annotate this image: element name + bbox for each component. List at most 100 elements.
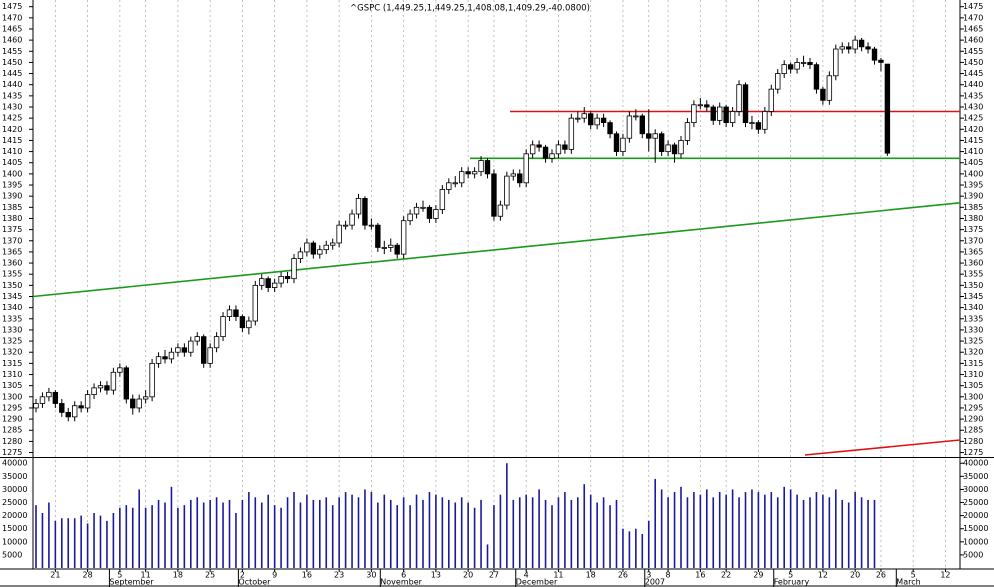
- candle-body: [884, 63, 891, 154]
- volume-bar: [835, 489, 837, 568]
- candle-body: [542, 146, 549, 159]
- volume-bar: [196, 497, 199, 568]
- y-tick-label: 1345: [963, 292, 983, 301]
- candle-body: [381, 247, 387, 249]
- candle-body: [168, 351, 175, 360]
- volume-bar: [596, 502, 598, 568]
- y-tick-label: 1435: [963, 91, 983, 100]
- volume-bar: [351, 494, 353, 568]
- y-tick-label: 1455: [963, 47, 983, 56]
- y-tick-label: 1395: [963, 181, 983, 190]
- y-tick-label: 1400: [2, 169, 22, 178]
- candle-body: [484, 160, 491, 175]
- volume-bar: [712, 497, 715, 568]
- candle-body: [336, 224, 342, 244]
- y-tick-label: 1365: [963, 247, 983, 256]
- y-tick-label: 1425: [2, 114, 22, 123]
- candle-body: [394, 244, 400, 255]
- x-tick-label: 27: [489, 571, 499, 580]
- volume-tick-label: 10000: [963, 537, 988, 546]
- volume-bar: [338, 497, 340, 568]
- y-tick-label: 1320: [963, 348, 983, 357]
- candle-body: [704, 104, 710, 108]
- candle-body: [349, 213, 355, 226]
- volume-bar: [570, 499, 573, 568]
- candle-body: [517, 173, 523, 184]
- x-tick-label: 21: [50, 571, 60, 580]
- volume-bar: [299, 502, 302, 568]
- x-tick-label: 4: [524, 571, 529, 580]
- volume-bar: [312, 499, 315, 568]
- volume-tick-label: 5000: [2, 550, 22, 559]
- y-tick-label: 1405: [2, 158, 22, 167]
- volume-bar: [776, 497, 779, 568]
- volume-bar: [99, 515, 102, 568]
- candle-body: [362, 198, 368, 226]
- volume-bar: [680, 486, 682, 568]
- y-tick-label: 1475: [963, 2, 983, 11]
- x-tick-label: 22: [721, 571, 731, 580]
- volume-bar: [422, 499, 424, 568]
- x-tick-label: 16: [302, 571, 312, 580]
- volume-bar: [73, 518, 76, 568]
- y-tick-label: 1330: [2, 325, 22, 334]
- candle-body: [323, 244, 329, 251]
- candle-body: [194, 336, 200, 342]
- candle-body: [233, 309, 239, 317]
- y-tick-label: 1355: [963, 270, 983, 279]
- y-tick-label: 1445: [963, 69, 983, 78]
- candle-body: [787, 64, 794, 70]
- volume-bar: [222, 502, 224, 568]
- month-label: 2007: [645, 578, 665, 587]
- candle-body: [723, 106, 729, 124]
- candle-body: [600, 117, 607, 124]
- candle-body: [833, 48, 839, 77]
- candle-body: [317, 249, 323, 255]
- candle-body: [123, 367, 129, 400]
- candle-body: [91, 387, 97, 395]
- candle-body: [200, 336, 207, 364]
- volume-bar: [770, 492, 773, 568]
- candle-body: [136, 398, 142, 409]
- month-label: March: [896, 578, 920, 587]
- volume-bar: [802, 499, 805, 568]
- candle-body: [478, 160, 484, 173]
- candle-body: [594, 117, 600, 126]
- candle-body: [710, 106, 716, 121]
- candle-body: [252, 284, 258, 322]
- volume-bar: [383, 494, 386, 568]
- volume-bar: [847, 502, 850, 568]
- x-tick-label: 12: [940, 571, 950, 580]
- volume-bar: [93, 513, 95, 568]
- volume-tick-label: 5000: [963, 550, 983, 559]
- volume-bar: [841, 499, 844, 568]
- candle-body: [388, 244, 394, 248]
- candle-body: [671, 144, 678, 155]
- x-tick-label: 2: [240, 571, 245, 580]
- volume-bar: [757, 492, 760, 568]
- volume-bar: [673, 492, 676, 568]
- candle-body: [155, 356, 162, 364]
- y-tick-label: 1280: [2, 437, 22, 446]
- y-tick-label: 1340: [963, 303, 983, 312]
- volume-bar: [809, 497, 811, 568]
- candle-body: [458, 171, 465, 184]
- candle-body: [439, 189, 446, 210]
- chart-title: ^GSPC (1,449.25,1,449.25,1,408.08,1,409.…: [350, 4, 590, 14]
- candle-body: [555, 144, 562, 155]
- candle-body: [271, 282, 278, 288]
- candle-body: [213, 336, 220, 349]
- volume-bar: [789, 489, 792, 568]
- y-tick-label: 1305: [2, 381, 22, 390]
- y-tick-label: 1285: [2, 426, 22, 435]
- y-tick-label: 1445: [2, 69, 22, 78]
- volume-tick-label: 20000: [963, 511, 988, 520]
- y-tick-label: 1460: [963, 36, 983, 45]
- x-tick-label: 25: [205, 571, 215, 580]
- volume-tick-label: 35000: [963, 472, 988, 481]
- volume-bar: [409, 505, 411, 568]
- volume-bar: [725, 494, 727, 568]
- volume-bar: [873, 499, 876, 568]
- candle-body: [278, 276, 284, 284]
- y-tick-label: 1340: [2, 303, 22, 312]
